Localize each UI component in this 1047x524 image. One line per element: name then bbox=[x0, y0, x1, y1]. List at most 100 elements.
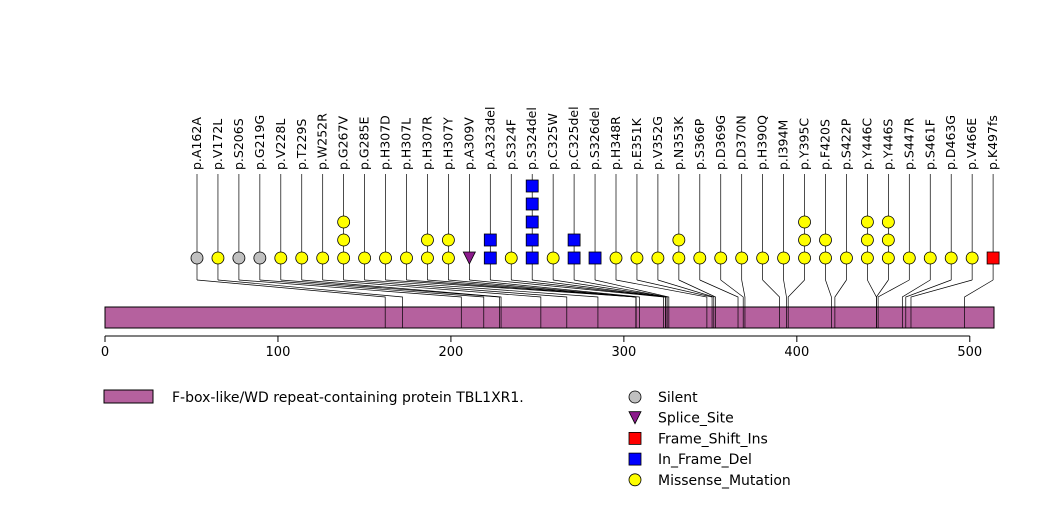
mutation-markers bbox=[190, 179, 1000, 265]
mutation-marker bbox=[483, 251, 497, 265]
mutation-marker bbox=[672, 251, 686, 265]
legend-marker bbox=[628, 411, 642, 425]
mutation-label: p.G285E bbox=[357, 117, 372, 170]
mutation-marker bbox=[483, 233, 497, 247]
connector-line bbox=[876, 279, 889, 307]
connector-line bbox=[783, 279, 787, 307]
connector-line bbox=[301, 279, 502, 307]
mutation-label: p.H307L bbox=[399, 118, 414, 170]
connector-line bbox=[910, 279, 973, 307]
mutation-label: p.F420S bbox=[818, 119, 833, 170]
mutation-marker bbox=[421, 251, 434, 265]
mutation-marker bbox=[819, 251, 832, 265]
mutation-label: p.K497fs bbox=[985, 115, 1000, 170]
mutation-label: p.H307D bbox=[378, 115, 393, 170]
mutation-marker bbox=[819, 233, 832, 247]
mutation-marker bbox=[798, 233, 811, 247]
mutation-label: p.G219G bbox=[252, 115, 267, 170]
legend-label: In_Frame_Del bbox=[658, 452, 752, 468]
mutation-marker bbox=[525, 251, 539, 265]
legend-label: Frame_Shift_Ins bbox=[658, 431, 768, 447]
connector-line bbox=[867, 279, 877, 307]
mutation-label: p.V466E bbox=[964, 118, 979, 170]
connector-line bbox=[238, 279, 462, 307]
mutation-labels: p.A162A p.V172L p.S206S p.G219G p.V228L p.T22… bbox=[189, 106, 1000, 170]
mutation-label: p.V352G bbox=[650, 116, 665, 170]
mutation-marker bbox=[400, 251, 413, 265]
mutation-marker bbox=[190, 251, 204, 265]
mutation-marker bbox=[253, 251, 267, 265]
mutation-label: p.S324del bbox=[524, 107, 539, 170]
connector-line bbox=[877, 279, 910, 307]
mutation-label: p.G267V bbox=[336, 116, 351, 170]
legend: F-box-like/WD repeat-containing protein … bbox=[103, 389, 791, 489]
connector-line bbox=[196, 279, 386, 307]
mutation-label: p.Y395C bbox=[797, 118, 812, 170]
mutation-label: p.W252R bbox=[315, 113, 330, 170]
mutation-marker bbox=[567, 233, 581, 247]
mutation-position-marks bbox=[384, 307, 965, 328]
connector-line bbox=[825, 279, 832, 307]
mutation-marker bbox=[777, 251, 790, 265]
connector-line bbox=[615, 279, 708, 307]
x-axis-tick-label: 0 bbox=[101, 345, 109, 360]
legend-mutation-types: Silent Splice_Site Frame_Shift_Ins In_Frame… bbox=[628, 390, 791, 489]
mutation-marker bbox=[525, 215, 539, 229]
mutation-marker bbox=[295, 251, 309, 265]
connector-line bbox=[741, 279, 746, 307]
mutation-marker bbox=[337, 233, 351, 247]
mutation-label: p.Y446S bbox=[880, 119, 895, 170]
connector-line bbox=[834, 279, 847, 307]
mutation-marker bbox=[504, 251, 518, 265]
mutation-label: p.S206S bbox=[231, 118, 246, 170]
mutation-marker bbox=[881, 233, 895, 247]
legend-label: Silent bbox=[658, 390, 698, 406]
mutation-marker bbox=[630, 251, 644, 265]
mutation-marker bbox=[651, 251, 665, 265]
mutation-label: p.S326del bbox=[587, 107, 602, 170]
mutation-marker bbox=[672, 233, 686, 247]
mutation-label: p.S366P bbox=[692, 118, 707, 170]
x-axis-tick-label: 200 bbox=[439, 345, 464, 360]
legend-marker bbox=[628, 390, 642, 404]
mutation-label: p.A162A bbox=[189, 117, 204, 170]
protein-track bbox=[104, 306, 995, 329]
mutation-label: p.Y446C bbox=[859, 118, 874, 170]
mutation-marker bbox=[902, 251, 916, 265]
connector-line bbox=[553, 279, 668, 307]
mutation-label: p.E351K bbox=[629, 117, 644, 170]
mutation-marker bbox=[609, 251, 623, 265]
mutation-marker bbox=[881, 251, 895, 265]
mutation-marker bbox=[756, 251, 770, 265]
mutation-label: p.D463G bbox=[943, 115, 958, 170]
connector-line bbox=[469, 279, 640, 307]
mutation-marker bbox=[986, 251, 1000, 265]
mutation-marker bbox=[567, 251, 581, 265]
legend-marker bbox=[628, 473, 642, 487]
mutation-marker bbox=[316, 251, 330, 265]
mutation-marker bbox=[923, 251, 937, 265]
mutation-label: p.S461F bbox=[922, 119, 937, 170]
legend-protein-swatch bbox=[103, 389, 154, 404]
x-axis-tick-label: 100 bbox=[266, 345, 291, 360]
connector-line bbox=[905, 279, 952, 307]
mutation-label: p.D369G bbox=[713, 115, 728, 170]
mutation-marker bbox=[861, 233, 874, 247]
connector-line bbox=[762, 279, 780, 307]
mutation-marker bbox=[421, 233, 434, 247]
mutation-marker bbox=[525, 197, 539, 211]
connector-line bbox=[322, 279, 542, 307]
mutation-marker bbox=[379, 251, 392, 265]
mutation-label: p.I394M bbox=[776, 120, 791, 170]
legend-protein-label: F-box-like/WD repeat-containing protein … bbox=[172, 390, 524, 406]
mutation-marker bbox=[840, 251, 853, 265]
mutation-marker bbox=[337, 215, 351, 229]
mutation-marker bbox=[337, 251, 351, 265]
connector-line bbox=[678, 279, 716, 307]
x-axis-tick-label: 400 bbox=[784, 345, 809, 360]
mutation-marker bbox=[693, 251, 707, 265]
mutation-marker bbox=[232, 251, 246, 265]
mutation-label: p.A323del bbox=[482, 107, 497, 170]
connector-line bbox=[364, 279, 599, 307]
